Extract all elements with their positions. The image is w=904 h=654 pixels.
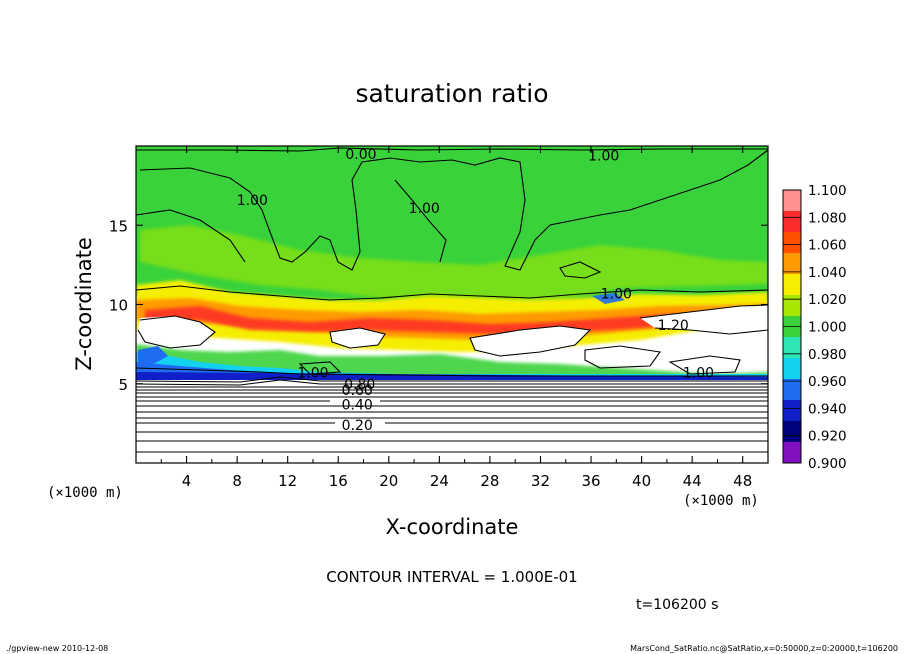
contour-line (668, 355, 741, 375)
contour-lines (136, 147, 768, 453)
colorbar-swatch (783, 421, 801, 443)
contour-line (559, 261, 602, 279)
colorbar-level-label: 1.100 (808, 183, 847, 199)
colorbar-swatch (783, 358, 801, 380)
contour-line (639, 304, 768, 319)
colorbar-level-label: 0.900 (808, 456, 847, 472)
contour-label: 1.00 (297, 366, 328, 382)
contour-label: 1.00 (683, 366, 714, 382)
contour-line (136, 376, 768, 383)
chart-title: saturation ratio (355, 79, 548, 108)
contour-line (298, 361, 342, 375)
field-dry-layer (136, 380, 768, 463)
colorbar-level-label: 0.960 (808, 374, 847, 390)
contour-line (394, 179, 447, 263)
contour-label: 1.20 (658, 318, 689, 334)
contour-line (136, 209, 246, 263)
x-tick-label: 44 (683, 472, 702, 490)
field-blue-patch-left (138, 346, 168, 366)
contour-label: 0.80 (344, 377, 375, 393)
colorbar-swatch (783, 442, 801, 464)
field-white-pocket-1 (138, 316, 215, 348)
footer-left: ./gpview-new 2010-12-08 (6, 644, 108, 653)
colorbar-level-label: 1.040 (808, 265, 847, 281)
y-tick-label: 10 (109, 297, 128, 315)
contour-line (136, 379, 768, 386)
x-unit-right: (×1000 m) (683, 493, 759, 509)
contour-line (329, 327, 386, 349)
contour-line (136, 147, 768, 152)
colorbar: 1.100 1.080 1.060 1.040 1.020 1.000 0.980 0.960… (782, 183, 847, 472)
x-tick-label: 36 (581, 472, 600, 490)
colorbar-swatch (783, 295, 801, 317)
contour-line (469, 325, 592, 357)
y-axis: 5 10 15 (109, 217, 768, 394)
colorbar-level-label: 0.980 (808, 347, 847, 363)
plot-area: 0.00 1.00 1.00 1.00 1.00 1.20 1.00 1.00 0.600.80… (136, 146, 768, 463)
contour-label: 1.00 (601, 286, 632, 302)
x-tick-label: 32 (531, 472, 550, 490)
y-tick-label: 15 (109, 217, 128, 235)
colorbar-swatch (783, 337, 801, 359)
y-tick-label: 5 (118, 376, 128, 394)
contour-label: 1.00 (409, 201, 440, 217)
x-tick-label: 12 (278, 472, 297, 490)
colorbar-level-label: 0.940 (808, 401, 847, 417)
contour-line (584, 345, 661, 369)
contour-line (139, 149, 768, 271)
x-axis: 4 8 12 16 20 24 28 32 36 40 44 48 (160, 146, 752, 490)
colorbar-swatch (783, 400, 801, 422)
y-axis-title: Z-coordinate (72, 237, 96, 371)
contour-label: 0.20 (342, 418, 373, 434)
contour-interval-text: CONTOUR INTERVAL = 1.000E-01 (326, 568, 577, 586)
colorbar-level-label: 1.000 (808, 320, 847, 336)
contour-label: 0.00 (345, 147, 376, 163)
colorbar-swatch (783, 232, 801, 254)
footer-right: MarsCond_SatRatio.nc@SatRatio,x=0:50000,… (630, 644, 898, 653)
colorbar-swatch (783, 379, 801, 401)
colorbar-swatch (783, 211, 801, 233)
x-unit-left: (×1000 m) (47, 485, 123, 501)
contour-line (137, 315, 216, 349)
contour-line (136, 367, 768, 377)
field-white-pocket-4 (330, 328, 385, 348)
x-tick-label: 16 (329, 472, 348, 490)
field-white-pocket-3 (640, 305, 768, 334)
colorbar-level-label: 0.920 (808, 429, 847, 445)
x-tick-label: 40 (632, 472, 651, 490)
contour-line (654, 327, 768, 335)
colorbar-level-label: 1.080 (808, 210, 847, 226)
colorbar-swatch (783, 274, 801, 296)
contour-label: 0.40 (342, 397, 373, 413)
time-stamp-text: t=106200 s (636, 597, 718, 613)
field-white-pocket-7 (670, 356, 740, 374)
x-tick-label: 48 (733, 472, 752, 490)
x-tick-label: 20 (379, 472, 398, 490)
contour-label: 0.60 (342, 383, 373, 399)
colorbar-level-label: 1.060 (808, 238, 847, 254)
colorbar-swatch (783, 253, 801, 275)
colorbar-swatch (783, 190, 801, 212)
field-blue-patch-mid (592, 293, 625, 304)
contour-label: 1.00 (237, 193, 268, 209)
x-tick-label: 28 (480, 472, 499, 490)
saturation-field (136, 146, 768, 463)
contour-line (136, 285, 768, 301)
field-red-layer (145, 306, 768, 334)
contour-label: 1.00 (588, 149, 619, 165)
field-cyan-band (136, 352, 768, 378)
colorbar-level-label: 1.020 (808, 292, 847, 308)
x-tick-label: 24 (430, 472, 449, 490)
field-white-pocket-5 (585, 346, 660, 368)
x-tick-label: 8 (232, 472, 242, 490)
x-axis-title: X-coordinate (386, 515, 519, 539)
x-tick-label: 4 (182, 472, 192, 490)
field-haze-band (140, 225, 768, 305)
contour-labels: 0.00 1.00 1.00 1.00 1.00 1.20 1.00 1.00 0.600.80… (237, 147, 714, 434)
